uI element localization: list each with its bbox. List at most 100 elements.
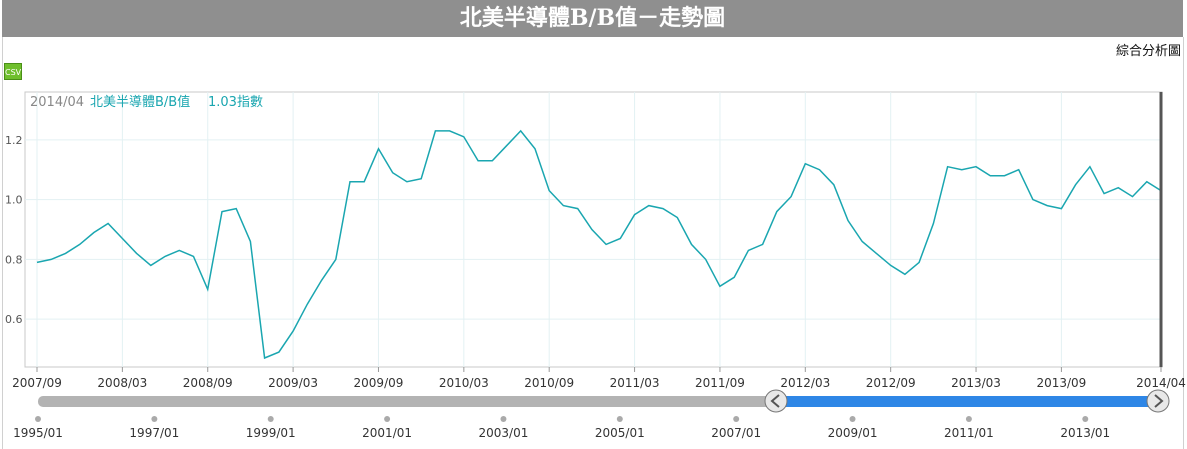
data-point	[733, 276, 736, 279]
navigator-selected-range[interactable]	[776, 396, 1158, 407]
data-point	[676, 216, 679, 219]
data-point	[1031, 198, 1034, 201]
data-point	[761, 243, 764, 246]
data-point	[932, 222, 935, 225]
data-point	[434, 129, 437, 132]
tooltip-date: 2014/04	[30, 95, 84, 110]
data-point	[50, 258, 53, 261]
navigator-tick-label: 2009/01	[828, 426, 878, 440]
csv-export-button[interactable]: CSV	[4, 63, 22, 80]
data-point	[78, 243, 81, 246]
navigator-tick-dot	[384, 416, 391, 422]
y-tick-label: 1.0	[5, 194, 23, 207]
navigator-tick-label: 1997/01	[129, 426, 179, 440]
data-point	[619, 237, 622, 240]
data-point	[64, 252, 67, 255]
data-point	[960, 168, 963, 171]
tooltip-value: 1.03指數	[208, 95, 263, 110]
data-point	[989, 174, 992, 177]
data-point	[149, 264, 152, 267]
data-point	[121, 237, 124, 240]
data-point	[292, 330, 295, 333]
data-point	[918, 261, 921, 264]
x-tick-label: 2013/09	[1036, 376, 1086, 390]
data-point	[320, 279, 323, 282]
navigator-tick-label: 2013/01	[1060, 426, 1110, 440]
y-tick-label: 0.8	[5, 253, 23, 266]
data-point	[135, 252, 138, 255]
data-point	[533, 147, 536, 150]
data-point	[903, 273, 906, 276]
data-point	[804, 162, 807, 165]
data-point	[491, 159, 494, 162]
navigator-axis: 1995/01 1997/01 1999/01 2001/01 2003/01 2005/…	[13, 416, 1110, 440]
data-point	[889, 264, 892, 267]
data-point	[505, 144, 508, 147]
data-point	[1145, 180, 1148, 183]
navigator-tick-label: 1999/01	[246, 426, 296, 440]
data-point	[690, 243, 693, 246]
data-point	[420, 177, 423, 180]
data-point	[107, 222, 110, 225]
data-point	[192, 255, 195, 258]
data-point	[662, 207, 665, 210]
data-point	[647, 204, 650, 207]
x-tick-label: 2012/09	[866, 376, 916, 390]
navigator-tick-dot	[733, 416, 740, 422]
navigator-tick-label: 2003/01	[479, 426, 529, 440]
data-point	[405, 180, 408, 183]
data-point	[832, 183, 835, 186]
navigator-tick-dot	[849, 416, 856, 422]
data-point	[391, 171, 394, 174]
x-tick-label: 2011/09	[695, 376, 745, 390]
data-point	[220, 210, 223, 213]
x-tick-label: 2008/03	[97, 376, 147, 390]
data-point	[548, 189, 551, 192]
composite-analysis-link[interactable]: 綜合分析圖	[1115, 44, 1181, 59]
series-line-bb-ratio	[36, 129, 1162, 360]
data-point	[277, 351, 280, 354]
right-frame-line	[1183, 37, 1184, 449]
navigator-tick-label: 2001/01	[362, 426, 412, 440]
data-point	[377, 147, 380, 150]
navigator-right-handle[interactable]	[1146, 389, 1170, 413]
navigator-tick-label: 2005/01	[595, 426, 645, 440]
data-point	[519, 129, 522, 132]
data-point	[1117, 186, 1120, 189]
x-tick-label: 2010/09	[524, 376, 574, 390]
navigator-track[interactable]	[38, 396, 780, 407]
navigator-tick-label: 2007/01	[711, 426, 761, 440]
data-point	[349, 180, 352, 183]
navigator-tick-dot	[500, 416, 507, 422]
data-point	[818, 168, 821, 171]
x-tick-label: 2010/03	[439, 376, 489, 390]
data-point	[263, 357, 266, 360]
data-point	[448, 129, 451, 132]
x-tick-label: 2013/03	[951, 376, 1001, 390]
navigator-tick-dot	[151, 416, 158, 422]
x-tick-label: 2012/03	[780, 376, 830, 390]
data-point	[718, 285, 721, 288]
data-point	[306, 303, 309, 306]
range-navigator[interactable]: 1995/01 1997/01 1999/01 2001/01 2003/01 2005/…	[13, 389, 1170, 440]
x-tick-label: 2011/03	[610, 376, 660, 390]
x-tick-label: 2007/09	[12, 376, 62, 390]
data-point	[462, 135, 465, 138]
data-point	[235, 207, 238, 210]
data-point	[206, 288, 209, 291]
y-tick-label: 0.6	[5, 313, 23, 326]
data-point	[846, 219, 849, 222]
data-point	[946, 165, 949, 168]
data-point	[1017, 168, 1020, 171]
data-point	[1046, 204, 1049, 207]
data-point	[363, 180, 366, 183]
x-axis: 2007/09 2008/03 2008/09 2009/03 2009/09 2010/…	[12, 367, 1186, 390]
data-point	[747, 249, 750, 252]
data-point	[562, 204, 565, 207]
x-tick-label: 2009/03	[268, 376, 318, 390]
navigator-tick-dot	[965, 416, 972, 422]
navigator-left-handle[interactable]	[764, 389, 788, 413]
data-point	[164, 255, 167, 258]
data-point	[1003, 174, 1006, 177]
